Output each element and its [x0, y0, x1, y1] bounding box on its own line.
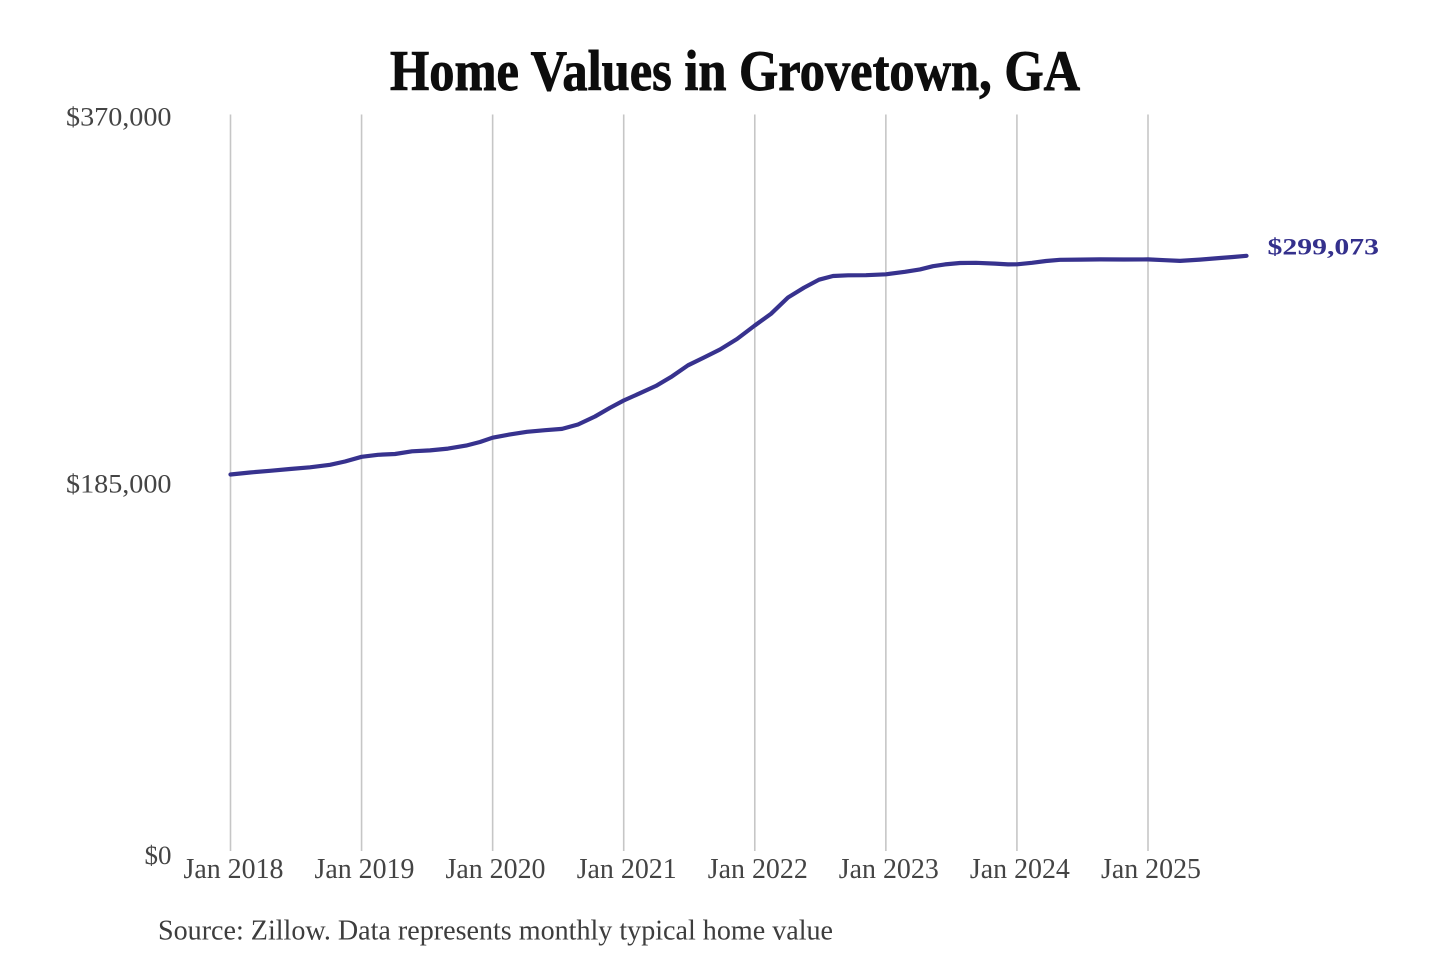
- svg-text:Jan 2020: Jan 2020: [446, 854, 546, 885]
- svg-text:Jan 2025: Jan 2025: [1101, 854, 1201, 885]
- svg-text:Home Values in Grovetown, GA: Home Values in Grovetown, GA: [390, 40, 1080, 103]
- svg-text:$370,000: $370,000: [66, 103, 172, 132]
- svg-text:Jan 2018: Jan 2018: [184, 854, 284, 885]
- svg-text:$185,000: $185,000: [66, 470, 172, 499]
- svg-text:Jan 2023: Jan 2023: [839, 854, 939, 885]
- svg-text:Jan 2019: Jan 2019: [315, 854, 415, 885]
- svg-text:$0: $0: [145, 841, 172, 870]
- svg-text:Jan 2022: Jan 2022: [708, 854, 808, 885]
- svg-text:Jan 2021: Jan 2021: [577, 854, 677, 885]
- svg-text:Jan 2024: Jan 2024: [970, 854, 1070, 885]
- svg-text:$299,073: $299,073: [1268, 235, 1380, 261]
- svg-text:Source: Zillow. Data represent: Source: Zillow. Data represents monthly …: [158, 916, 833, 947]
